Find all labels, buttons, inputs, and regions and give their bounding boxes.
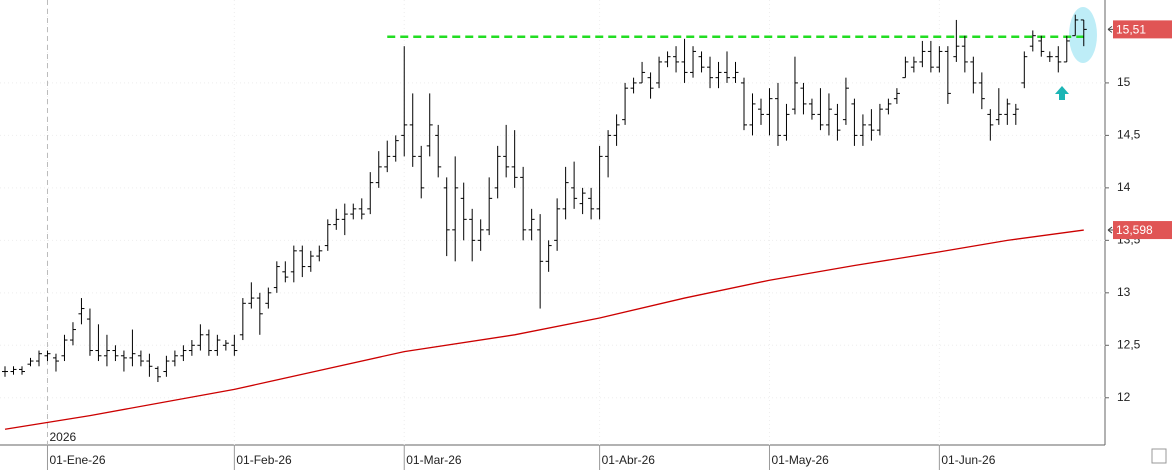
x-tick-label: 01-Ene-26	[49, 453, 105, 467]
price-tag	[1113, 20, 1172, 39]
highlight-ellipse	[1069, 7, 1097, 63]
y-tick-label: 12,5	[1117, 337, 1141, 351]
y-tick-label: 13	[1117, 285, 1131, 299]
x-tick-label: 01-Jun-26	[941, 453, 995, 467]
y-tick-label: 14,5	[1117, 128, 1141, 142]
price-tag	[1113, 221, 1172, 240]
corner-button[interactable]	[1151, 448, 1167, 464]
up-arrow	[1055, 86, 1069, 100]
arrow-shape	[1055, 86, 1069, 100]
x-tick-label: 01-Feb-26	[236, 453, 292, 467]
price-tag-label: 13,598	[1116, 223, 1153, 237]
y-tick-label: 15	[1117, 75, 1131, 89]
x-tick-label: 01-Mar-26	[406, 453, 462, 467]
year-label: 2026	[49, 430, 76, 444]
y-tick-label: 12	[1117, 390, 1131, 404]
price-tag-label: 15,51	[1116, 23, 1146, 37]
x-tick-label: 01-Abr-26	[602, 453, 656, 467]
x-tick-label: 01-May-26	[771, 453, 829, 467]
moving-average-line	[4, 229, 1084, 430]
y-tick-label: 14	[1117, 180, 1131, 194]
